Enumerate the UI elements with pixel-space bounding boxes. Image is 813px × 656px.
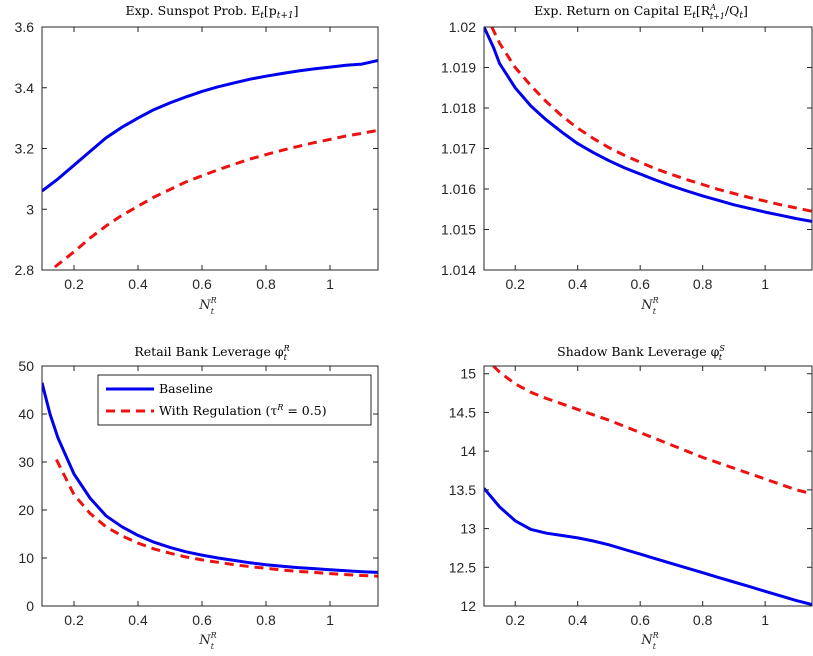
panel-1-xtick-label: 0.2 bbox=[64, 276, 84, 292]
panel-1-xlabel: NR t bbox=[198, 296, 216, 316]
panel-1-ytick-label: 3.4 bbox=[15, 80, 35, 96]
panel-4-axes-box bbox=[483, 365, 813, 607]
panel-2-xtick-label: 0.6 bbox=[630, 276, 650, 292]
panel-4-ytick-label: 13.5 bbox=[449, 482, 476, 498]
panel-2-regulation-line bbox=[490, 27, 812, 213]
panel-3-ytick-label: 0 bbox=[26, 598, 34, 614]
panel-1-xtick-label: 1 bbox=[326, 276, 334, 292]
panel-2-xlabel: NR t bbox=[640, 296, 658, 316]
panel-3-axes-box bbox=[41, 365, 379, 607]
panel-3-ytick-label: 40 bbox=[18, 406, 34, 422]
panel-1-ytick-label: 3.2 bbox=[15, 141, 35, 157]
panel-4-ytick-label: 12 bbox=[460, 598, 476, 614]
panel-1-regulation-line bbox=[53, 128, 378, 269]
panel-1-baseline-line bbox=[42, 58, 378, 193]
panel-1-xtick-label: 0.6 bbox=[192, 276, 212, 292]
panel-4-ytick-label: 14.5 bbox=[449, 404, 476, 420]
panel-3-baseline-line bbox=[42, 382, 378, 574]
panel-2-ytick-label: 1.02 bbox=[449, 19, 476, 35]
panel-1-ytick-label: 3 bbox=[26, 201, 34, 217]
panel-4-xtick-label: 0.2 bbox=[506, 612, 526, 628]
panel-1: 0.2 0.4 0.6 0.8 1 2.8 3 3.2 3.4 3.6 bbox=[15, 19, 379, 292]
panel-4-ytick-label: 14 bbox=[460, 443, 476, 459]
panel-2-ytick-label: 1.015 bbox=[441, 222, 476, 238]
panel-4-ytick-label: 12.5 bbox=[449, 559, 476, 575]
panel-1-ytick-label: 2.8 bbox=[15, 262, 35, 278]
panel-4-regulation-line bbox=[492, 366, 812, 496]
panel-4-xlabel: NR t bbox=[640, 631, 658, 651]
panel-4-xtick-label: 1 bbox=[761, 612, 769, 628]
panel-2-xtick-label: 1 bbox=[761, 276, 769, 292]
panel-3-title: Retail Bank Leverage φR t bbox=[134, 344, 289, 362]
panel-2-axes-box bbox=[483, 26, 813, 271]
panel-4-title: Shadow Bank Leverage φS t bbox=[557, 344, 725, 362]
legend-box bbox=[97, 374, 372, 426]
panel-2-ytick-label: 1.014 bbox=[441, 262, 476, 278]
panel-4-ytick-label: 15 bbox=[460, 366, 476, 382]
panel-2-baseline-line bbox=[484, 27, 812, 223]
panel-3-xtick-label: 1 bbox=[326, 612, 334, 628]
panel-2-xtick-label: 0.4 bbox=[568, 276, 588, 292]
panel-1-axes-box bbox=[41, 26, 379, 271]
panel-2-title: Exp. Return on Capital Et[RA t+1/Qt] bbox=[534, 3, 748, 21]
panel-4-baseline-line bbox=[484, 487, 812, 606]
panel-4-xtick-label: 0.8 bbox=[693, 612, 713, 628]
panel-2-ytick-label: 1.016 bbox=[441, 181, 476, 197]
panel-3-ytick-label: 30 bbox=[18, 454, 34, 470]
panel-3-xtick-label: 0.2 bbox=[64, 612, 84, 628]
panel-4-xtick-label: 0.4 bbox=[568, 612, 588, 628]
panel-3-xtick-label: 0.6 bbox=[192, 612, 212, 628]
panel-2: 0.2 0.4 0.6 0.8 1 1.014 1.015 1.016 1.017 1.018 1.… bbox=[441, 19, 813, 292]
panel-3-ytick-label: 10 bbox=[18, 550, 34, 566]
panel-2-ytick-label: 1.018 bbox=[441, 100, 476, 116]
panel-4-ytick-label: 13 bbox=[460, 521, 476, 537]
panel-1-ytick-label: 3.6 bbox=[15, 19, 35, 35]
panel-2-xtick-label: 0.8 bbox=[693, 276, 713, 292]
panel-3-ytick-label: 50 bbox=[18, 358, 34, 374]
panel-2-ytick-label: 1.017 bbox=[441, 141, 476, 157]
panel-2-xtick-label: 0.2 bbox=[506, 276, 526, 292]
legend-regulation-label: With Regulation (τR = 0.5) bbox=[159, 403, 327, 418]
legend: Baseline With Regulation (τR = 0.5) bbox=[97, 374, 372, 426]
panel-1-xtick-label: 0.8 bbox=[256, 276, 276, 292]
panel-3-ytick-label: 20 bbox=[18, 502, 34, 518]
panel-4-xtick-label: 0.6 bbox=[630, 612, 650, 628]
panel-4: 0.2 0.4 0.6 0.8 1 12 12.5 13 13.5 14 14.5 15 bbox=[449, 365, 813, 628]
panel-3-xlabel: NR t bbox=[198, 631, 216, 651]
panel-4-plot-area bbox=[484, 366, 812, 606]
panel-3-xtick-label: 0.8 bbox=[256, 612, 276, 628]
panel-1-title: Exp. Sunspot Prob. Et[pt+1] bbox=[125, 3, 298, 21]
legend-baseline-label: Baseline bbox=[159, 381, 213, 396]
panel-1-xtick-label: 0.4 bbox=[128, 276, 148, 292]
panel-3-regulation-line bbox=[55, 458, 378, 578]
panel-3-xtick-label: 0.4 bbox=[128, 612, 148, 628]
panel-2-ytick-label: 1.019 bbox=[441, 60, 476, 76]
panel-2-plot-area bbox=[484, 27, 812, 270]
